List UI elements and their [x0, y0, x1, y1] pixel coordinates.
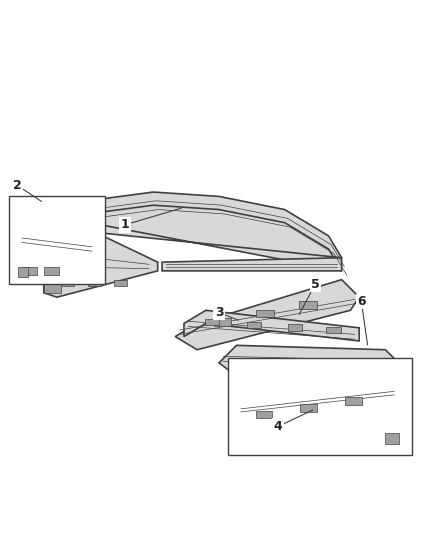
Text: 1: 1: [120, 219, 129, 231]
Polygon shape: [184, 310, 359, 341]
Bar: [114, 280, 127, 286]
Text: 5: 5: [311, 278, 320, 290]
Bar: [385, 433, 399, 444]
Bar: [44, 268, 59, 275]
Polygon shape: [18, 214, 96, 253]
Text: 6: 6: [357, 295, 366, 308]
Bar: [299, 301, 317, 309]
Bar: [205, 319, 219, 326]
Bar: [88, 280, 101, 286]
Polygon shape: [175, 280, 359, 350]
Polygon shape: [44, 214, 158, 297]
Bar: [385, 360, 399, 369]
Bar: [61, 280, 74, 286]
Polygon shape: [44, 192, 342, 271]
Bar: [9, 197, 105, 284]
Bar: [300, 404, 317, 412]
Polygon shape: [44, 214, 61, 227]
Bar: [326, 327, 340, 334]
Polygon shape: [237, 372, 399, 424]
Bar: [247, 321, 261, 328]
Bar: [18, 266, 28, 278]
Bar: [228, 359, 412, 455]
Bar: [240, 366, 253, 373]
Polygon shape: [219, 345, 403, 381]
Bar: [22, 268, 37, 275]
Text: 3: 3: [215, 306, 223, 319]
Bar: [256, 410, 272, 418]
Polygon shape: [162, 258, 342, 271]
Text: 4: 4: [274, 420, 283, 433]
Bar: [44, 284, 61, 293]
Bar: [288, 324, 302, 331]
Bar: [257, 310, 274, 318]
Bar: [345, 398, 362, 405]
Bar: [214, 318, 231, 326]
Text: 2: 2: [13, 179, 22, 192]
Bar: [280, 365, 293, 372]
